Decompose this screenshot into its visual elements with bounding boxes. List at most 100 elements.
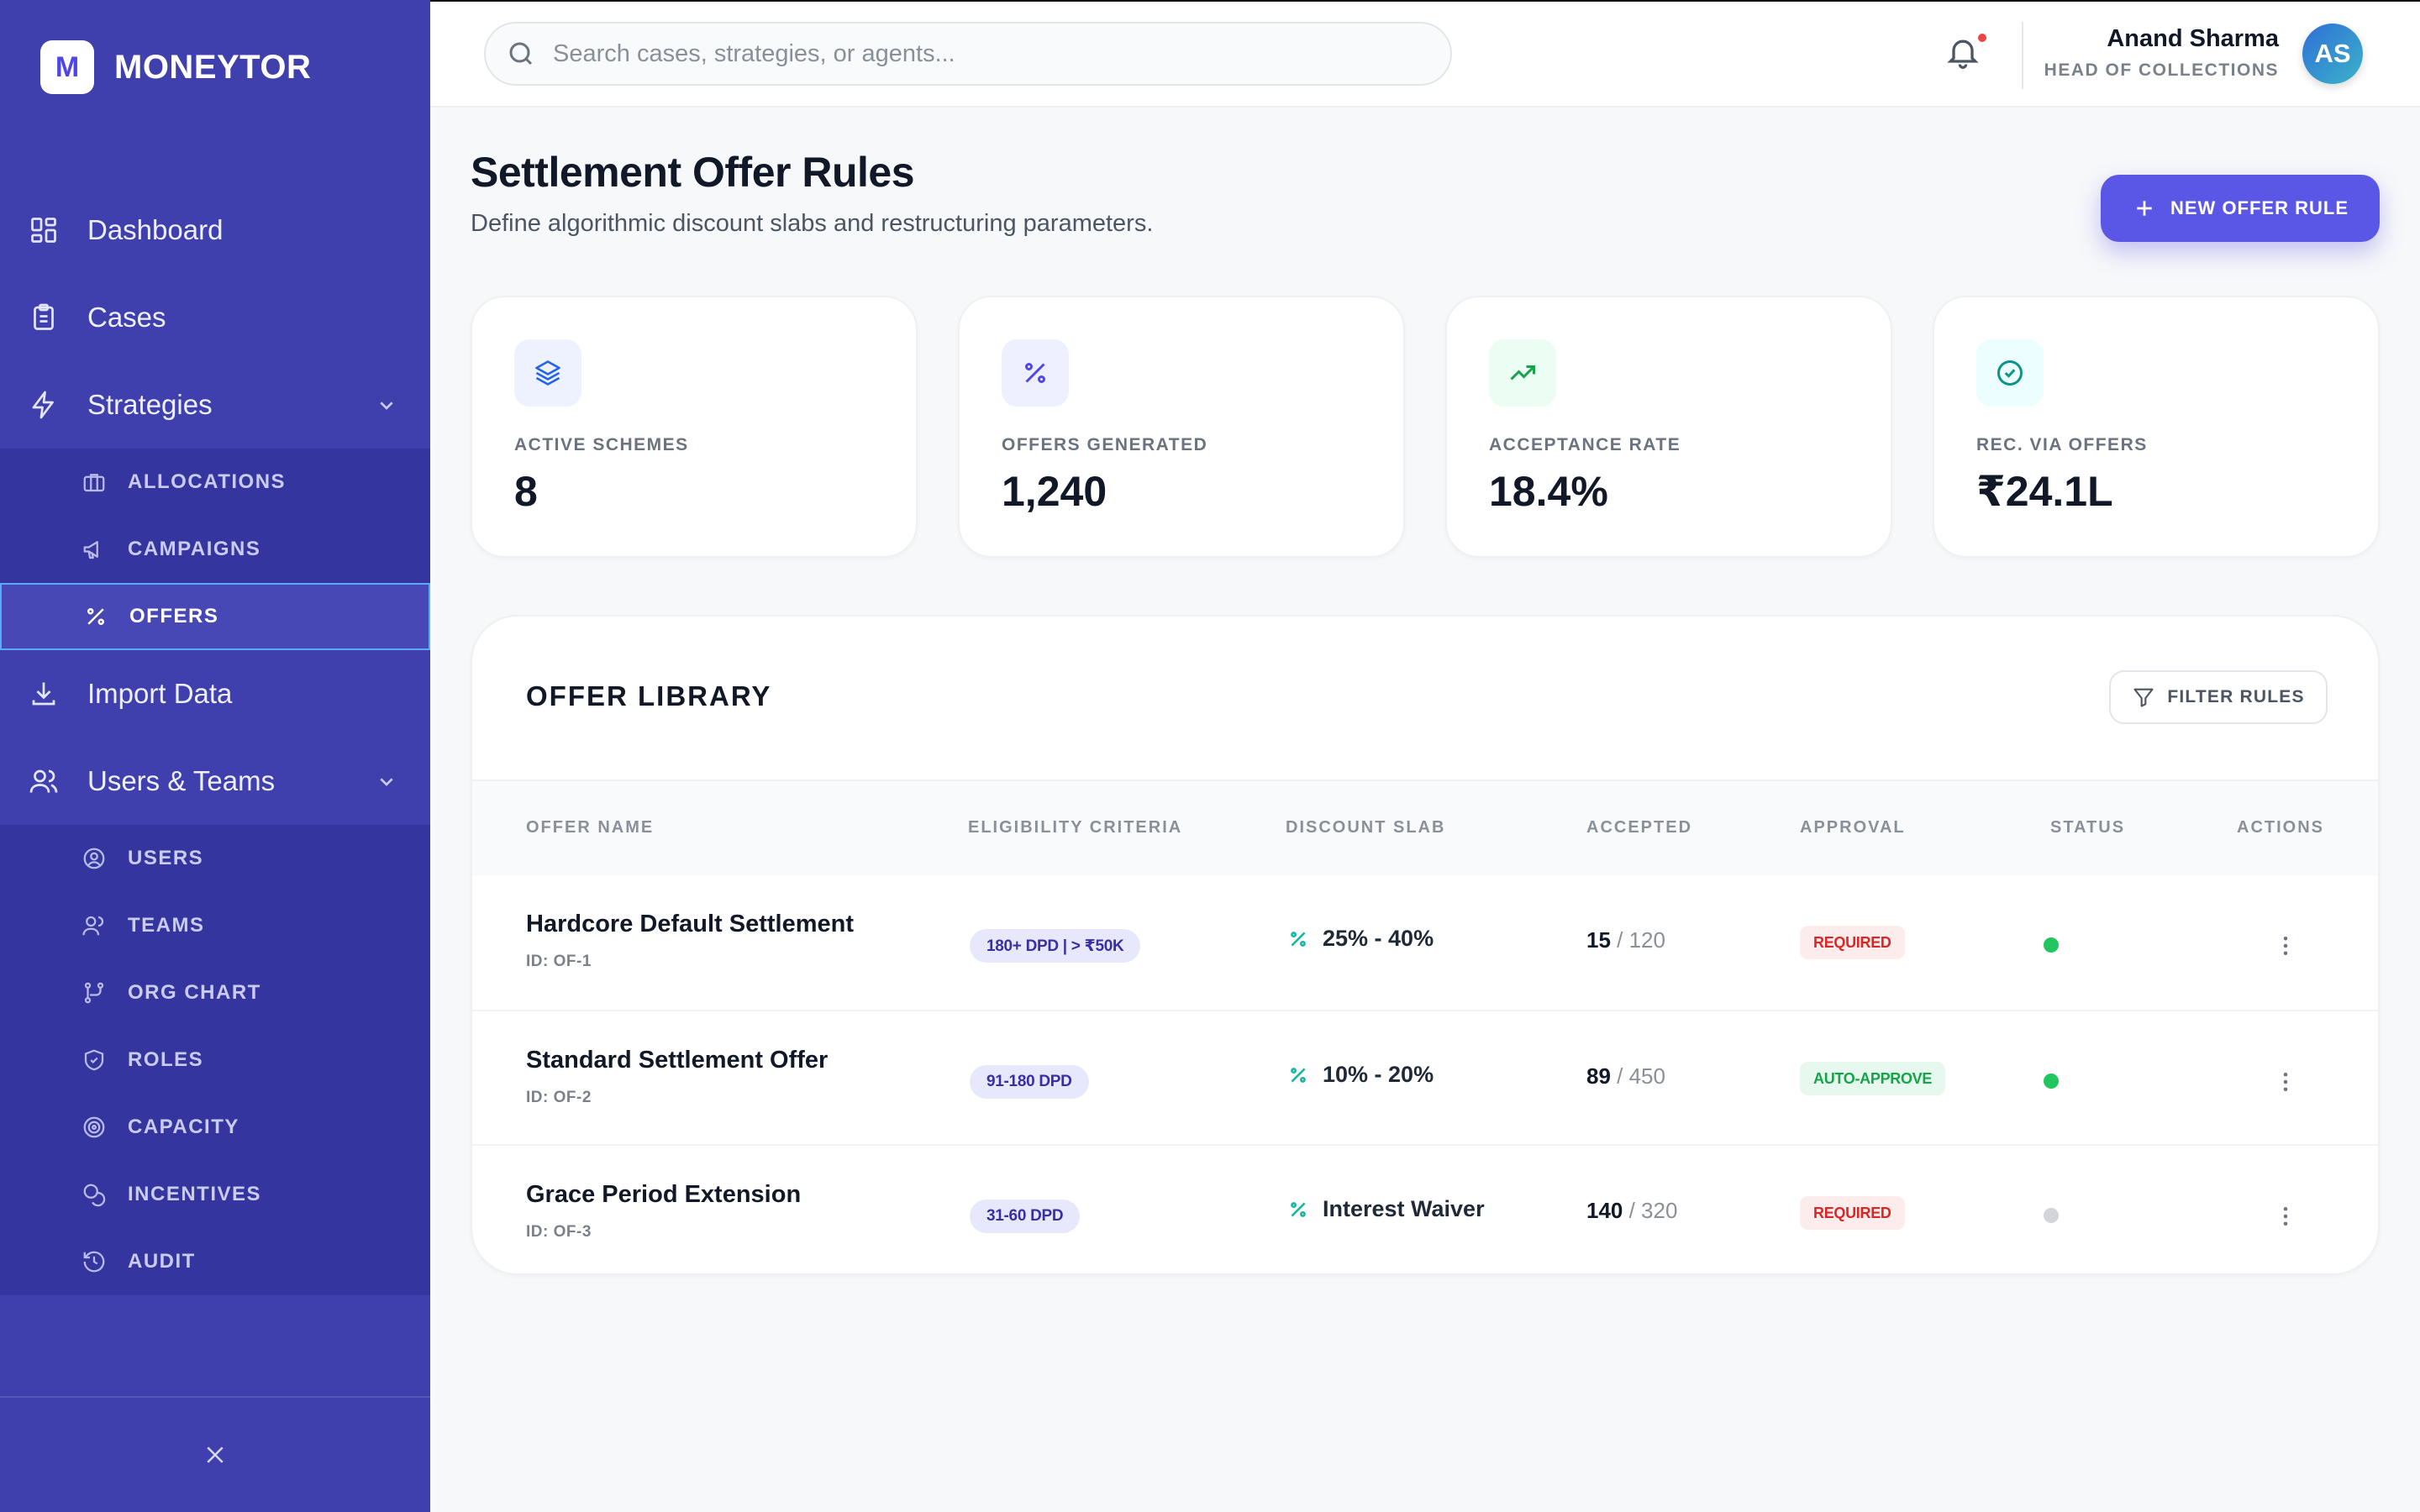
discount-slab: Interest Waiver bbox=[1287, 1196, 1485, 1222]
sidebar-item-label: Cases bbox=[87, 302, 166, 333]
sidebar-item-teams[interactable]: TEAMS bbox=[0, 892, 430, 959]
notifications-button[interactable] bbox=[1944, 34, 1985, 74]
sidebar-item-strategies[interactable]: Strategies bbox=[0, 361, 430, 449]
sidebar-item-org-chart[interactable]: ORG CHART bbox=[0, 959, 430, 1026]
eligibility-badge: 91-180 DPD bbox=[970, 1065, 1089, 1099]
sidebar-item-roles[interactable]: ROLES bbox=[0, 1026, 430, 1094]
stat-label: ACCEPTANCE RATE bbox=[1489, 435, 1681, 454]
table-row[interactable]: Standard Settlement Offer ID: OF-2 91-18… bbox=[472, 1010, 2378, 1144]
brand[interactable]: M MONEYTOR bbox=[40, 40, 311, 94]
notification-badge bbox=[1978, 34, 1986, 42]
search-icon bbox=[509, 42, 533, 66]
chevron-down-icon[interactable] bbox=[373, 391, 400, 418]
close-sidebar-button[interactable] bbox=[198, 1438, 232, 1472]
sidebar-subitem-label: ROLES bbox=[128, 1048, 204, 1071]
column-header[interactable]: ACCEPTED bbox=[1586, 818, 1693, 837]
stat-value: 18.4% bbox=[1489, 468, 1608, 515]
sidebar-item-cases[interactable]: Cases bbox=[0, 274, 430, 361]
row-actions-button[interactable] bbox=[2269, 929, 2302, 963]
discount-slab: 10% - 20% bbox=[1287, 1062, 1434, 1088]
accepted-value: 89 bbox=[1586, 1063, 1611, 1089]
filter-rules-button[interactable]: FILTER RULES bbox=[2109, 670, 2328, 724]
row-actions-button[interactable] bbox=[2269, 1065, 2302, 1099]
bolt-icon bbox=[27, 388, 60, 422]
offer-id: ID: OF-1 bbox=[526, 953, 592, 970]
discount-value: Interest Waiver bbox=[1323, 1196, 1485, 1221]
percent-icon bbox=[1002, 339, 1069, 407]
sidebar-item-users-teams[interactable]: Users & Teams bbox=[0, 738, 430, 825]
column-header[interactable]: STATUS bbox=[2050, 818, 2126, 837]
sidebar-item-dashboard[interactable]: Dashboard bbox=[0, 186, 430, 274]
column-header[interactable]: OFFER NAME bbox=[526, 818, 655, 837]
stat-card-recovery-via-offers: REC. VIA OFFERS ₹24.1L bbox=[1933, 296, 2380, 558]
offer-id: ID: OF-3 bbox=[526, 1223, 592, 1241]
new-offer-rule-label: NEW OFFER RULE bbox=[2170, 197, 2349, 218]
offer-name[interactable]: Grace Period Extension bbox=[526, 1181, 802, 1208]
stat-label: REC. VIA OFFERS bbox=[1976, 435, 2148, 454]
sidebar-divider bbox=[0, 1396, 430, 1398]
filter-rules-label: FILTER RULES bbox=[2167, 687, 2305, 706]
status-indicator bbox=[2044, 1208, 2059, 1223]
chevron-down-icon[interactable] bbox=[373, 768, 400, 795]
user-name[interactable]: Anand Sharma bbox=[2107, 25, 2279, 52]
page-title: Settlement Offer Rules bbox=[471, 149, 915, 196]
more-vertical-icon bbox=[2283, 1073, 2288, 1091]
org-chart-icon bbox=[81, 979, 108, 1006]
sidebar-subitem-label: INCENTIVES bbox=[128, 1183, 262, 1205]
brand-logo: M bbox=[40, 40, 94, 94]
team-icon bbox=[81, 912, 108, 939]
column-header[interactable]: DISCOUNT SLAB bbox=[1286, 818, 1446, 837]
column-header: ACTIONS bbox=[2237, 818, 2324, 837]
percent-icon bbox=[1291, 1067, 1306, 1083]
sidebar-item-label: Import Data bbox=[87, 678, 233, 709]
page-subtitle: Define algorithmic discount slabs and re… bbox=[471, 210, 1154, 237]
coins-icon bbox=[81, 1181, 108, 1208]
sidebar-item-label: Dashboard bbox=[87, 214, 224, 245]
offer-name[interactable]: Standard Settlement Offer bbox=[526, 1047, 829, 1074]
sidebar-item-offers[interactable]: OFFERS bbox=[0, 583, 430, 650]
accepted-count: 140 / 320 bbox=[1586, 1198, 1677, 1224]
column-header[interactable]: ELIGIBILITY CRITERIA bbox=[968, 818, 1183, 837]
stat-value: ₹24.1L bbox=[1976, 468, 2113, 515]
column-header[interactable]: APPROVAL bbox=[1800, 818, 1906, 837]
check-circle-icon bbox=[1976, 339, 2044, 407]
plus-icon bbox=[2137, 201, 2152, 216]
search-bar[interactable] bbox=[484, 22, 1452, 86]
sidebar: M MONEYTOR Dashboard Cases Strategies bbox=[0, 0, 430, 1512]
table-row[interactable]: Grace Period Extension ID: OF-3 31-60 DP… bbox=[472, 1144, 2378, 1273]
stat-label: OFFERS GENERATED bbox=[1002, 435, 1208, 454]
sidebar-item-audit[interactable]: AUDIT bbox=[0, 1228, 430, 1295]
sidebar-item-import-data[interactable]: Import Data bbox=[0, 650, 430, 738]
download-icon bbox=[27, 677, 60, 711]
user-circle-icon bbox=[81, 845, 108, 872]
approval-badge: REQUIRED bbox=[1800, 926, 1905, 959]
avatar[interactable]: AS bbox=[2302, 24, 2363, 84]
strategies-subnav: ALLOCATIONS CAMPAIGNS OFFERS bbox=[0, 449, 430, 650]
sidebar-subitem-label: AUDIT bbox=[128, 1250, 196, 1273]
target-icon bbox=[81, 1114, 108, 1141]
sidebar-item-users[interactable]: USERS bbox=[0, 825, 430, 892]
offer-name[interactable]: Hardcore Default Settlement bbox=[526, 911, 854, 937]
offer-library-panel: OFFER LIBRARY FILTER RULES OFFER NAME EL… bbox=[471, 615, 2380, 1275]
sidebar-subitem-label: TEAMS bbox=[128, 914, 205, 937]
clipboard-icon bbox=[27, 301, 60, 334]
trending-up-icon bbox=[1489, 339, 1556, 407]
sidebar-item-incentives[interactable]: INCENTIVES bbox=[0, 1161, 430, 1228]
table-header: OFFER NAME ELIGIBILITY CRITERIA DISCOUNT… bbox=[472, 781, 2378, 875]
layers-icon bbox=[514, 339, 581, 407]
sidebar-item-campaigns[interactable]: CAMPAIGNS bbox=[0, 516, 430, 583]
row-actions-button[interactable] bbox=[2269, 1200, 2302, 1233]
stat-card-offers-generated: OFFERS GENERATED 1,240 bbox=[958, 296, 1405, 558]
sidebar-subitem-label: USERS bbox=[128, 847, 204, 869]
megaphone-icon bbox=[81, 536, 108, 563]
new-offer-rule-button[interactable]: NEW OFFER RULE bbox=[2101, 175, 2380, 242]
stat-value: 1,240 bbox=[1002, 468, 1107, 515]
sidebar-item-capacity[interactable]: CAPACITY bbox=[0, 1094, 430, 1161]
table-row[interactable]: Hardcore Default Settlement ID: OF-1 180… bbox=[472, 875, 2378, 1010]
accepted-total: / 120 bbox=[1610, 927, 1665, 953]
discount-slab: 25% - 40% bbox=[1287, 926, 1434, 952]
approval-badge: AUTO-APPROVE bbox=[1800, 1062, 1946, 1095]
users-subnav: USERS TEAMS ORG CHART ROLES bbox=[0, 825, 430, 1295]
search-input[interactable] bbox=[553, 39, 1393, 68]
sidebar-item-allocations[interactable]: ALLOCATIONS bbox=[0, 449, 430, 516]
